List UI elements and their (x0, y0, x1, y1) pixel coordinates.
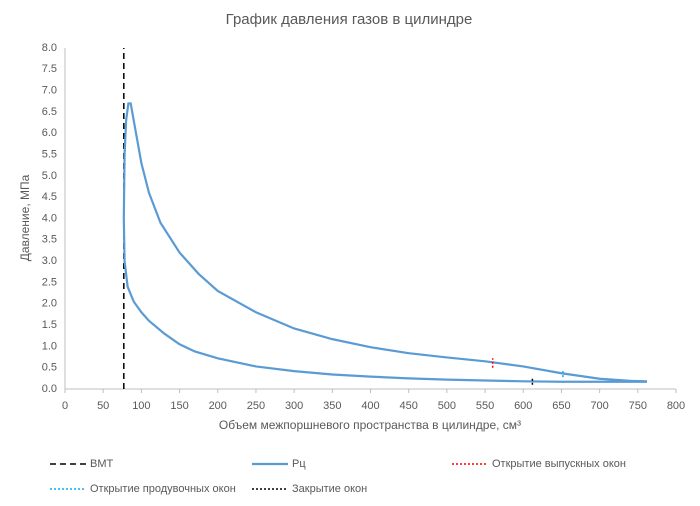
y-tick-label: 5.5 (42, 148, 57, 160)
series-line (122, 102, 648, 383)
y-tick-label: 4.0 (42, 212, 57, 224)
y-axis-title: Давление, МПа (18, 174, 32, 261)
y-tick-label: 1.5 (42, 319, 57, 331)
legend-label: Рц (292, 458, 306, 470)
y-tick-label: 3.0 (42, 255, 57, 267)
legend-label: Открытие продувочных окон (90, 483, 236, 495)
x-tick-label: 200 (209, 400, 227, 412)
y-tick-label: 0.5 (42, 362, 57, 374)
x-tick-label: 650 (552, 400, 570, 412)
y-tick-label: 7.5 (42, 63, 57, 75)
x-tick-label: 600 (514, 400, 532, 412)
x-tick-label: 0 (62, 400, 68, 412)
x-tick-label: 800 (667, 400, 685, 412)
x-tick-label: 500 (438, 400, 456, 412)
x-tick-label: 550 (476, 400, 494, 412)
y-tick-label: 6.0 (42, 127, 57, 139)
chart-title: График давления газов в цилиндре (226, 11, 473, 28)
y-tick-label: 1.0 (42, 340, 57, 352)
y-tick-label: 7.0 (42, 85, 57, 97)
x-tick-label: 100 (132, 400, 150, 412)
y-tick-label: 6.5 (42, 106, 57, 118)
y-tick-label: 2.5 (42, 276, 57, 288)
x-tick-label: 450 (400, 400, 418, 412)
y-tick-label: 5.0 (42, 170, 57, 182)
x-axis-title: Объем межпоршневого пространства в цилин… (219, 418, 521, 432)
y-tick-label: 0.0 (42, 383, 57, 395)
x-tick-label: 350 (323, 400, 341, 412)
y-tick-label: 3.5 (42, 234, 57, 246)
y-tick-label: 2.0 (42, 298, 57, 310)
x-tick-label: 750 (629, 400, 647, 412)
legend-label: Открытие выпускных окон (492, 458, 626, 470)
x-tick-label: 300 (285, 400, 303, 412)
x-tick-label: 50 (97, 400, 109, 412)
x-tick-label: 150 (170, 400, 188, 412)
y-tick-label: 4.5 (42, 191, 57, 203)
y-tick-label: 8.0 (42, 42, 57, 54)
legend-label: ВМТ (90, 458, 114, 470)
x-tick-label: 700 (590, 400, 608, 412)
x-tick-label: 400 (361, 400, 379, 412)
legend-label: Закрытие окон (292, 483, 367, 495)
x-tick-label: 250 (247, 400, 265, 412)
